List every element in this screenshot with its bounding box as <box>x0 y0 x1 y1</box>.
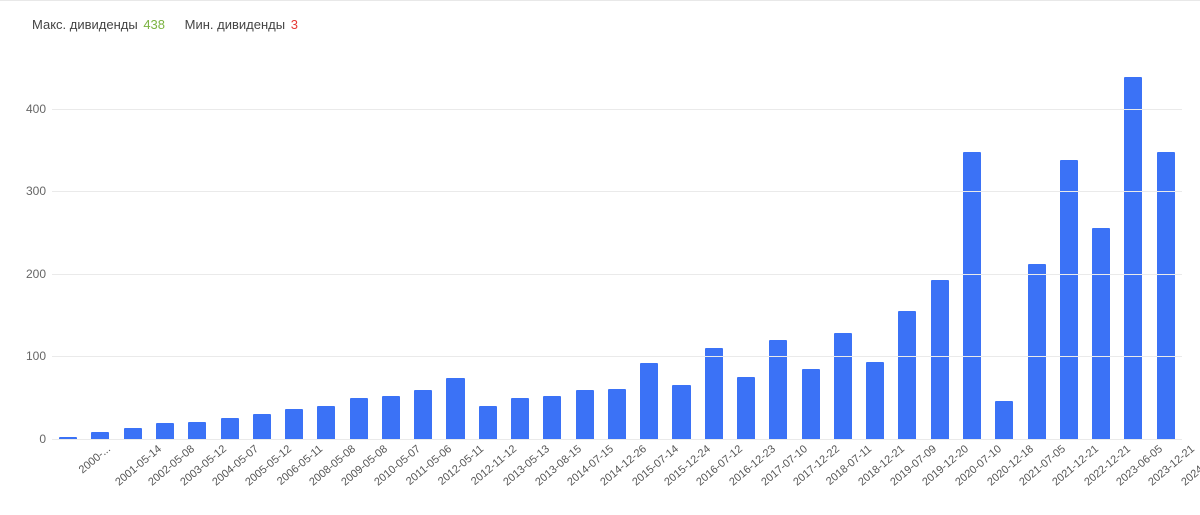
bar-slot <box>601 59 633 439</box>
bar[interactable] <box>91 432 109 439</box>
grid-line <box>52 109 1182 110</box>
bar-slot <box>246 59 278 439</box>
bar[interactable] <box>898 311 916 439</box>
bar[interactable] <box>446 378 464 439</box>
bar[interactable] <box>479 406 497 439</box>
bar-slot <box>536 59 568 439</box>
bar-slot <box>117 59 149 439</box>
bar-slot <box>310 59 342 439</box>
bar[interactable] <box>221 418 239 439</box>
bar[interactable] <box>382 396 400 439</box>
legend-max-label: Макс. дивиденды <box>32 17 138 32</box>
bar-slot <box>504 59 536 439</box>
x-tick-label: 2000-... <box>77 443 113 476</box>
bar-slot <box>213 59 245 439</box>
legend-max-value: 438 <box>143 17 165 32</box>
bar-slot <box>375 59 407 439</box>
bar[interactable] <box>350 398 368 439</box>
legend-min: Мин. дивиденды 3 <box>185 17 298 32</box>
bar-slot <box>181 59 213 439</box>
bar-slot <box>1150 59 1182 439</box>
bar-slot <box>407 59 439 439</box>
legend-min-value: 3 <box>291 17 298 32</box>
bar[interactable] <box>156 423 174 439</box>
y-tick-label: 0 <box>12 432 46 446</box>
bar-slot <box>762 59 794 439</box>
legend-max: Макс. дивиденды 438 <box>32 17 165 32</box>
bar-slot <box>278 59 310 439</box>
bar-slot <box>343 59 375 439</box>
bar-slot <box>924 59 956 439</box>
legend: Макс. дивиденды 438 Мин. дивиденды 3 <box>32 17 314 32</box>
bar-slot <box>569 59 601 439</box>
bar-slot <box>52 59 84 439</box>
grid-line <box>52 439 1182 440</box>
bar-slot <box>149 59 181 439</box>
bar[interactable] <box>576 390 594 439</box>
bar-slot <box>698 59 730 439</box>
y-tick-label: 300 <box>12 184 46 198</box>
bar[interactable] <box>640 363 658 439</box>
bar-slot <box>859 59 891 439</box>
bar[interactable] <box>963 152 981 439</box>
bar[interactable] <box>543 396 561 439</box>
bar[interactable] <box>1028 264 1046 439</box>
bar[interactable] <box>1124 77 1142 439</box>
bar[interactable] <box>866 362 884 439</box>
bar-slot <box>1117 59 1149 439</box>
bar[interactable] <box>608 389 626 439</box>
chart-container: Макс. дивиденды 438 Мин. дивиденды 3 010… <box>0 0 1200 515</box>
x-axis-labels: 2000-...2001-05-142002-05-082003-05-1220… <box>52 443 1182 513</box>
bar[interactable] <box>737 377 755 439</box>
bar-slot <box>439 59 471 439</box>
bar[interactable] <box>834 333 852 439</box>
bar[interactable] <box>672 385 690 439</box>
bar[interactable] <box>1060 160 1078 439</box>
bar-slot <box>1053 59 1085 439</box>
bar[interactable] <box>414 390 432 439</box>
bar-slot <box>891 59 923 439</box>
grid-line <box>52 356 1182 357</box>
bar[interactable] <box>285 409 303 439</box>
y-tick-label: 100 <box>12 349 46 363</box>
bar-slot <box>1020 59 1052 439</box>
legend-min-label: Мин. дивиденды <box>185 17 285 32</box>
plot-area: 0100200300400 <box>52 59 1182 439</box>
bar-slot <box>665 59 697 439</box>
bar[interactable] <box>705 348 723 439</box>
bar[interactable] <box>769 340 787 439</box>
bar-slot <box>827 59 859 439</box>
bar-slot <box>730 59 762 439</box>
bar[interactable] <box>802 369 820 439</box>
bar-slot <box>472 59 504 439</box>
bars-group <box>52 59 1182 439</box>
bar-slot <box>956 59 988 439</box>
grid-line <box>52 274 1182 275</box>
bar[interactable] <box>1157 152 1175 439</box>
bar[interactable] <box>931 280 949 439</box>
bar-slot <box>633 59 665 439</box>
bar[interactable] <box>1092 228 1110 439</box>
bar-slot <box>988 59 1020 439</box>
bar[interactable] <box>511 398 529 439</box>
y-tick-label: 400 <box>12 102 46 116</box>
bar[interactable] <box>188 422 206 439</box>
bar-slot <box>1085 59 1117 439</box>
bar[interactable] <box>124 428 142 439</box>
y-tick-label: 200 <box>12 267 46 281</box>
bar[interactable] <box>317 406 335 439</box>
bar-slot <box>794 59 826 439</box>
bar[interactable] <box>995 401 1013 439</box>
bar-slot <box>84 59 116 439</box>
grid-line <box>52 191 1182 192</box>
bar[interactable] <box>253 414 271 439</box>
